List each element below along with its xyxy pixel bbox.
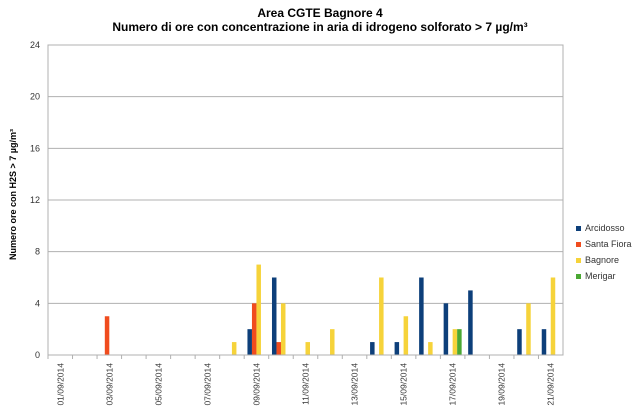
bar-bagnore xyxy=(256,264,261,355)
bar-bagnore xyxy=(280,303,286,355)
bar-santa-fiora xyxy=(251,303,257,355)
gridlines xyxy=(48,44,563,356)
plot-frame xyxy=(47,44,564,356)
bar-bagnore xyxy=(526,303,531,355)
bar-santa-fiora xyxy=(276,342,281,355)
y-tick-label: 0 xyxy=(35,350,40,360)
y-axis-ticks: 0 4 8 12 16 20 24 xyxy=(30,40,40,360)
bar-arcidosso xyxy=(517,329,522,355)
x-tick-label: 11/09/2014 xyxy=(301,363,311,405)
x-tick-label: 13/09/2014 xyxy=(350,363,360,406)
bar-arcidosso xyxy=(443,303,449,355)
legend-label: Arcidosso xyxy=(585,223,625,233)
legend-label: Merigar xyxy=(585,271,616,281)
bar-bagnore xyxy=(403,316,409,355)
bar-bagnore xyxy=(379,277,384,355)
bar-arcidosso xyxy=(370,342,375,355)
y-tick-label: 12 xyxy=(30,195,40,205)
x-tick-label: 17/09/2014 xyxy=(448,363,458,406)
bar-bagnore xyxy=(452,329,458,355)
bar-merigar xyxy=(457,329,462,355)
bar-arcidosso xyxy=(247,329,252,355)
legend: Arcidosso Santa Fiora Bagnore Merigar xyxy=(576,220,632,284)
bar-arcidosso xyxy=(468,290,473,355)
bar-bagnore xyxy=(231,342,237,355)
bar-arcidosso xyxy=(271,277,277,355)
bars xyxy=(104,264,556,355)
legend-label: Santa Fiora xyxy=(585,239,632,249)
bar-arcidosso xyxy=(419,277,424,355)
chart-title: Area CGTE Bagnore 4 xyxy=(257,6,383,20)
x-tick-label: 21/09/2014 xyxy=(546,363,556,406)
legend-label: Bagnore xyxy=(585,255,620,265)
y-tick-label: 8 xyxy=(35,247,40,257)
bar-arcidosso xyxy=(541,329,547,355)
legend-item: Bagnore xyxy=(576,252,632,268)
y-tick-label: 4 xyxy=(35,298,40,308)
legend-swatch xyxy=(576,257,581,263)
x-tick-label: 03/09/2014 xyxy=(104,363,114,406)
legend-item: Merigar xyxy=(576,268,632,284)
bar-santa-fiora xyxy=(104,316,110,355)
x-axis-ticks: 01/09/2014 03/09/2014 05/09/2014 07/09/2014… xyxy=(47,355,556,406)
bar-bagnore xyxy=(305,342,310,355)
legend-swatch xyxy=(576,273,581,279)
x-tick-label: 07/09/2014 xyxy=(202,363,212,406)
y-tick-label: 16 xyxy=(30,143,40,153)
legend-swatch xyxy=(576,241,581,247)
x-tick-label: 09/09/2014 xyxy=(251,363,261,406)
legend-swatch xyxy=(576,225,581,231)
x-tick-label: 05/09/2014 xyxy=(153,363,163,406)
bar-arcidosso xyxy=(394,342,400,355)
legend-item: Santa Fiora xyxy=(576,236,632,252)
bar-bagnore xyxy=(330,329,335,355)
legend-item: Arcidosso xyxy=(576,220,632,236)
chart-subtitle: Numero di ore con concentrazione in aria… xyxy=(112,20,528,34)
y-tick-label: 24 xyxy=(30,40,40,50)
bar-bagnore xyxy=(428,342,433,355)
x-tick-label: 01/09/2014 xyxy=(55,363,65,406)
x-tick-label: 15/09/2014 xyxy=(399,363,409,406)
y-tick-label: 20 xyxy=(30,92,40,102)
bar-bagnore xyxy=(550,277,556,355)
x-tick-label: 19/09/2014 xyxy=(497,363,507,406)
